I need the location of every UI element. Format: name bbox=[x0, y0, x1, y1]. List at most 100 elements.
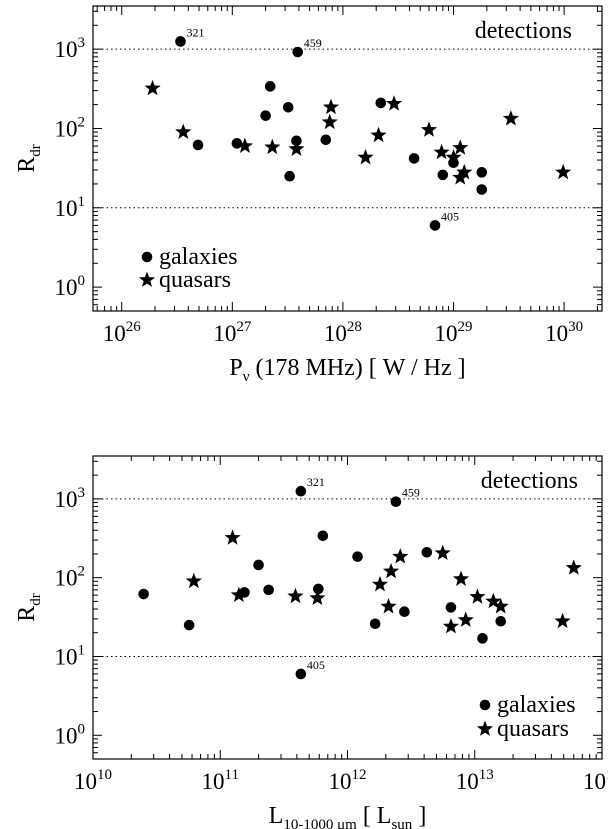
galaxies-point bbox=[421, 546, 433, 558]
quasars-point bbox=[433, 143, 450, 160]
legend-marker-quasars bbox=[138, 271, 156, 287]
galaxies-point bbox=[375, 97, 387, 109]
quasars-point bbox=[385, 95, 403, 111]
point-label: 405 bbox=[441, 209, 459, 223]
point-label: 321 bbox=[307, 475, 325, 489]
x-tick-label: 1030 bbox=[545, 319, 583, 346]
legend-label: galaxies bbox=[497, 692, 576, 718]
x-tick-label: 1029 bbox=[435, 319, 473, 346]
legend-marker-quasars bbox=[476, 720, 494, 736]
y-tick-label: 100 bbox=[55, 273, 86, 300]
y-axis-label: Rdr bbox=[14, 144, 44, 173]
quasars-point bbox=[445, 149, 462, 165]
quasars-point bbox=[287, 587, 304, 604]
plot-frame bbox=[92, 5, 603, 312]
y-tick-label: 102 bbox=[55, 114, 86, 141]
legend-label: quasars bbox=[497, 716, 569, 742]
series-quasars bbox=[144, 79, 572, 185]
point-label: 459 bbox=[304, 36, 322, 50]
chart-panel-1: 1026 1027 1028 1029 1030 100 101 102 103 detectio… bbox=[14, 5, 603, 385]
y-axis-label: Rdr bbox=[14, 593, 44, 622]
galaxies-point bbox=[437, 169, 449, 181]
quasars-point bbox=[224, 529, 241, 545]
galaxies-point bbox=[284, 170, 295, 182]
galaxies-point bbox=[295, 485, 307, 497]
legend-marker-galaxies bbox=[141, 251, 153, 263]
galaxies-point bbox=[352, 551, 363, 562]
quasars-point bbox=[565, 559, 582, 575]
quasars-point bbox=[456, 163, 473, 180]
galaxies-point bbox=[263, 584, 274, 596]
galaxies-point bbox=[192, 139, 204, 151]
y-tick-label: 101 bbox=[55, 194, 86, 221]
y-tick-label: 100 bbox=[55, 721, 86, 748]
galaxies-point bbox=[408, 153, 420, 164]
quasars-point bbox=[185, 572, 202, 589]
series-galaxies: 321 459 405 bbox=[175, 25, 488, 231]
galaxies-point bbox=[317, 530, 329, 542]
quasars-point bbox=[288, 140, 305, 156]
point-label: 405 bbox=[307, 658, 325, 672]
galaxies-point bbox=[445, 602, 457, 613]
chart-panel-2: 1010 1011 1012 1013 1014 100 101 102 103 detectio… bbox=[14, 455, 608, 829]
galaxies-point bbox=[282, 101, 294, 113]
quasars-point bbox=[420, 121, 438, 137]
quasars-point bbox=[309, 589, 326, 606]
x-tick-label: 1010 bbox=[74, 767, 112, 794]
galaxies-point bbox=[476, 167, 488, 178]
x-tick-label: 1027 bbox=[213, 319, 252, 346]
quasars-point bbox=[321, 113, 338, 130]
quasars-point bbox=[144, 79, 161, 96]
galaxies-point bbox=[320, 134, 332, 146]
quasars-point bbox=[452, 139, 469, 155]
y-tick-label: 102 bbox=[55, 564, 86, 591]
quasars-point bbox=[236, 137, 254, 153]
quasars-point bbox=[264, 138, 281, 155]
quasars-point bbox=[370, 126, 387, 143]
legend-label: galaxies bbox=[159, 244, 238, 270]
galaxies-point bbox=[260, 110, 271, 121]
quasars-point bbox=[322, 98, 340, 115]
quasars-point bbox=[502, 110, 519, 126]
quasars-point bbox=[442, 618, 460, 634]
x-tick-label: 1028 bbox=[324, 319, 362, 346]
x-axis-label: L10-1000 μm [ Lsun ] bbox=[269, 803, 427, 829]
chart-title: detections bbox=[475, 18, 572, 44]
x-tick-label: 1012 bbox=[329, 767, 367, 794]
y-tick-label: 103 bbox=[55, 35, 86, 62]
quasars-point bbox=[554, 612, 571, 629]
y-tick-label: 103 bbox=[55, 485, 86, 512]
quasars-point bbox=[457, 611, 474, 627]
galaxies-point bbox=[495, 615, 507, 627]
x-tick-label: 1011 bbox=[202, 767, 239, 794]
galaxies-point bbox=[295, 668, 307, 680]
quasars-point bbox=[380, 598, 397, 614]
galaxies-point bbox=[138, 588, 149, 600]
quasars-point bbox=[230, 586, 247, 603]
quasars-point bbox=[392, 548, 409, 564]
quasars-point bbox=[434, 544, 451, 560]
point-label: 459 bbox=[402, 486, 420, 500]
quasars-point bbox=[485, 592, 502, 609]
galaxies-point bbox=[390, 496, 402, 508]
x-axis-label: Pν (178 MHz) [ W / Hz ] bbox=[229, 355, 465, 385]
x-tick-label: 1014 bbox=[583, 767, 608, 794]
quasars-point bbox=[492, 598, 509, 614]
series-quasars bbox=[185, 529, 582, 634]
y-tick-label: 101 bbox=[55, 642, 86, 669]
galaxies-point bbox=[429, 220, 441, 231]
chart-title: detections bbox=[481, 468, 578, 494]
x-tick-label: 1013 bbox=[456, 767, 494, 794]
quasars-point bbox=[371, 575, 389, 592]
x-tick-label: 1026 bbox=[103, 319, 142, 346]
galaxies-point bbox=[231, 138, 243, 149]
quasars-point bbox=[469, 588, 486, 604]
galaxies-point bbox=[476, 184, 488, 195]
galaxies-point bbox=[183, 619, 195, 631]
legend-marker-galaxies bbox=[479, 699, 491, 711]
galaxies-point bbox=[399, 606, 410, 618]
galaxies-point bbox=[175, 36, 186, 47]
